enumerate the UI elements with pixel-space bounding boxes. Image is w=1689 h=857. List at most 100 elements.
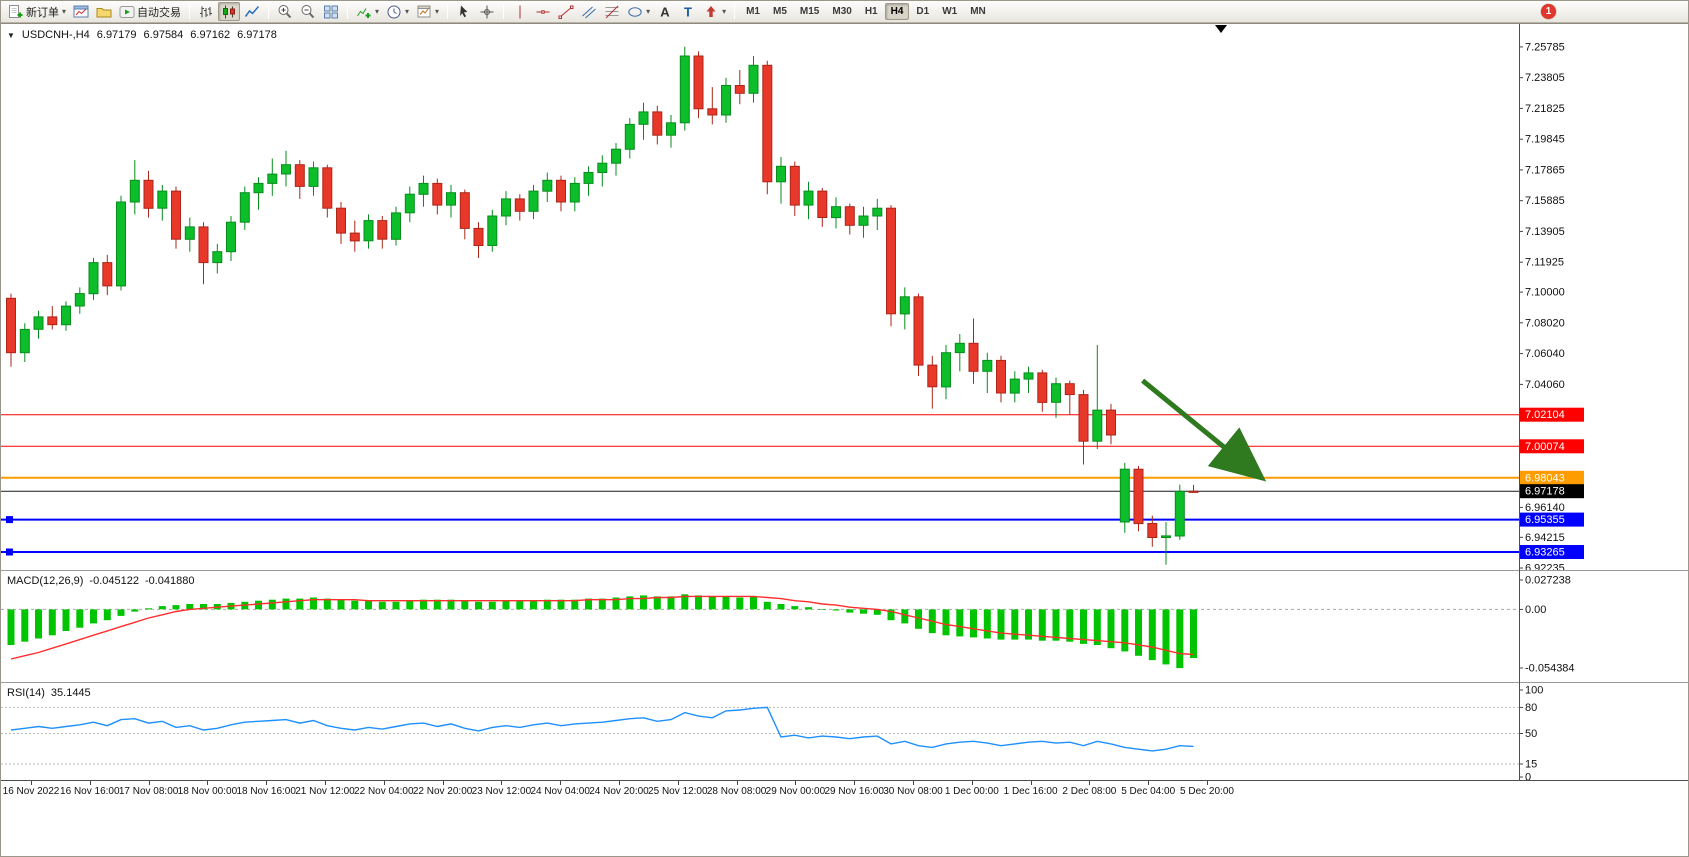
hline-icon xyxy=(535,4,551,20)
chevron-down-icon: ▾ xyxy=(405,6,410,16)
svg-text:7.23805: 7.23805 xyxy=(1525,72,1565,84)
charts-button[interactable] xyxy=(70,2,92,21)
svg-text:T: T xyxy=(684,4,692,19)
ohlc-low: 6.97162 xyxy=(190,29,231,41)
svg-text:-0.054384: -0.054384 xyxy=(1525,663,1575,675)
bar-chart-icon xyxy=(198,4,214,20)
rsi-panel[interactable]: 100 80 50 15 0 RSI(14) 35.1445 xyxy=(1,684,1688,784)
label-icon: T xyxy=(680,4,696,20)
new-order-button-label: 新订单 xyxy=(26,6,59,19)
panel-splitter[interactable] xyxy=(1,682,1688,684)
time-tick xyxy=(619,781,620,785)
main-chart-panel[interactable]: 7.25785 7.23805 7.21825 7.19845 7.17865 7.158… xyxy=(1,24,1688,575)
svg-text:7.15885: 7.15885 xyxy=(1525,195,1565,207)
shapes-button[interactable]: ▾ xyxy=(624,2,653,21)
crosshair-icon xyxy=(479,4,495,20)
new-order-icon xyxy=(8,4,24,20)
bar-chart-button[interactable] xyxy=(195,2,217,21)
toolbar-group-chart-tools: ▾ ▾ ▾ xyxy=(353,2,442,21)
time-label: 22 Nov 04:00 xyxy=(354,786,414,797)
text-icon: A xyxy=(657,4,673,20)
ohlc-close: 6.97178 xyxy=(237,29,277,41)
tile-windows-button[interactable] xyxy=(320,2,342,21)
toolbar-group-zoom xyxy=(274,2,342,21)
time-label: 5 Dec 20:00 xyxy=(1180,786,1234,797)
timeframe-M1[interactable]: M1 xyxy=(746,6,760,17)
time-label: 17 Nov 08:00 xyxy=(118,786,179,797)
hline-handle xyxy=(6,516,13,524)
svg-text:7.11925: 7.11925 xyxy=(1525,257,1564,269)
svg-text:50: 50 xyxy=(1525,728,1537,740)
fibonacci-button[interactable] xyxy=(601,2,623,21)
svg-text:100: 100 xyxy=(1525,685,1543,697)
macd-header: MACD(12,26,9) -0.045122 -0.041880 xyxy=(7,575,195,587)
periods-button[interactable]: ▾ xyxy=(383,2,412,21)
vline-icon xyxy=(512,4,528,20)
chart-window[interactable]: 7.25785 7.23805 7.21825 7.19845 7.17865 7.158… xyxy=(1,23,1688,856)
candlestick-button[interactable] xyxy=(218,2,241,21)
annotation-arrow xyxy=(1141,378,1267,482)
arrows-button[interactable]: ▾ xyxy=(700,2,729,21)
timeframe-H1[interactable]: H1 xyxy=(864,6,878,17)
macd-panel[interactable]: 0.027238 0.00 -0.054384 MACD(12,26,9) -0.0… xyxy=(1,572,1688,682)
time-label: 16 Nov 2022 xyxy=(2,786,60,797)
time-tick xyxy=(560,781,562,785)
timeframe-M30[interactable]: M30 xyxy=(832,6,852,17)
chart-shift-marker xyxy=(1215,25,1227,33)
chevron-down-icon: ▾ xyxy=(62,6,67,16)
time-axis[interactable]: 16 Nov 2022 16 Nov 16:00 17 Nov 08:00 18 No… xyxy=(1,780,1688,804)
indicators-icon xyxy=(356,4,372,20)
zoom-in-icon xyxy=(277,4,293,20)
one-click-trading-toggle[interactable]: ▼ xyxy=(7,30,15,40)
line-chart-icon xyxy=(244,4,260,20)
autotrading-button[interactable]: 自动交易 xyxy=(116,2,184,21)
label-button[interactable]: T xyxy=(677,2,699,21)
timeframe-W1[interactable]: W1 xyxy=(942,6,958,17)
svg-text:0.00: 0.00 xyxy=(1525,604,1546,616)
time-tick xyxy=(266,781,268,785)
time-tick xyxy=(736,781,738,785)
time-label: 23 Nov 12:00 xyxy=(471,786,532,797)
trendline-button[interactable] xyxy=(555,2,577,21)
chevron-down-icon: ▾ xyxy=(722,6,727,16)
autotrading-button-label: 自动交易 xyxy=(137,6,182,19)
line-chart-button[interactable] xyxy=(241,2,263,21)
svg-text:7.17865: 7.17865 xyxy=(1525,164,1565,176)
price-axis[interactable] xyxy=(1520,24,1688,780)
time-label: 2 Dec 08:00 xyxy=(1062,786,1117,797)
crosshair-button[interactable] xyxy=(476,2,498,21)
vline-button[interactable] xyxy=(509,2,531,21)
time-label: 1 Dec 00:00 xyxy=(944,786,999,797)
toolbar-separator xyxy=(447,4,449,19)
templates-icon xyxy=(416,4,432,20)
time-tick xyxy=(1207,781,1208,785)
time-label: 21 Nov 12:00 xyxy=(295,786,355,797)
text-button[interactable]: A xyxy=(654,2,676,21)
tile-windows-icon xyxy=(323,4,339,20)
time-label: 28 Nov 08:00 xyxy=(706,786,767,797)
zoom-in-button[interactable] xyxy=(274,2,296,21)
panel-splitter[interactable] xyxy=(1,570,1688,572)
indicators-button[interactable]: ▾ xyxy=(353,2,382,21)
cursor-button[interactable] xyxy=(453,2,475,21)
zoom-out-button[interactable] xyxy=(297,2,319,21)
timeframe-M15[interactable]: M15 xyxy=(799,6,820,17)
macd-signal-value: -0.041880 xyxy=(144,575,195,587)
hline-button[interactable] xyxy=(532,2,554,21)
timeframe-M5[interactable]: M5 xyxy=(773,6,787,17)
svg-text:7.02104: 7.02104 xyxy=(1525,409,1565,421)
chart-symbol-label: USDCNH-,H4 xyxy=(21,29,90,41)
rsi-value: 35.1445 xyxy=(50,687,91,699)
zoom-out-icon xyxy=(300,4,316,20)
new-order-button[interactable]: 新订单 ▾ xyxy=(5,2,69,21)
profiles-button[interactable] xyxy=(93,2,115,21)
timeframe-MN[interactable]: MN xyxy=(970,6,986,17)
toolbar-separator xyxy=(268,4,270,19)
channel-button[interactable] xyxy=(578,2,600,21)
timeframe-H4[interactable]: H4 xyxy=(884,3,910,20)
notification-badge[interactable]: 1 xyxy=(1541,4,1556,19)
svg-text:0.027238: 0.027238 xyxy=(1525,575,1571,587)
time-tick xyxy=(383,781,385,785)
templates-button[interactable]: ▾ xyxy=(413,2,442,21)
timeframe-D1[interactable]: D1 xyxy=(916,6,930,17)
